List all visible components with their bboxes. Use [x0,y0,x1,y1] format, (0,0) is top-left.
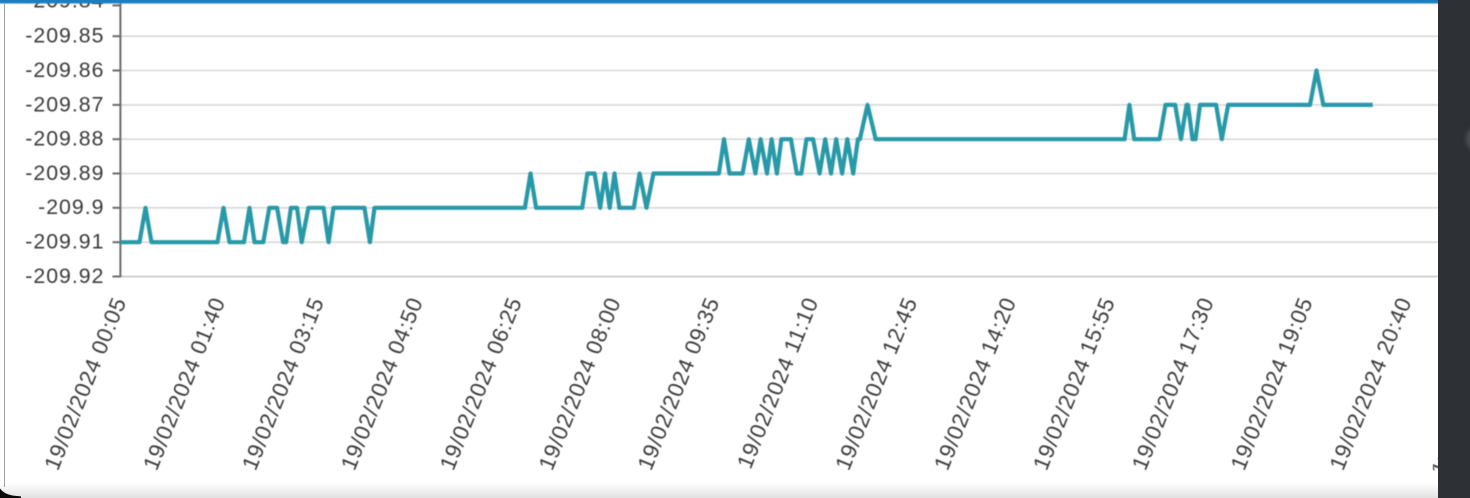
svg-text:19/02/2024 17:30: 19/02/2024 17:30 [1127,294,1219,474]
svg-text:19/02/2024 01:40: 19/02/2024 01:40 [138,294,230,474]
svg-text:-209.91: -209.91 [25,230,104,254]
svg-text:-209.86: -209.86 [25,58,104,82]
svg-text:-209.89: -209.89 [25,161,104,185]
svg-text:-209.88: -209.88 [25,127,104,151]
svg-text:19/02/2024 14:20: 19/02/2024 14:20 [929,294,1021,474]
svg-text:-209.85: -209.85 [25,24,104,48]
svg-text:-209.9: -209.9 [38,195,104,219]
svg-text:-209.87: -209.87 [25,92,104,116]
svg-text:19/02/2024 00:05: 19/02/2024 00:05 [39,294,131,474]
svg-text:19/02/2024 11:10: 19/02/2024 11:10 [732,294,824,473]
svg-text:19/02/2024 12:45: 19/02/2024 12:45 [830,294,922,474]
svg-text:19/02/2024 19:05: 19/02/2024 19:05 [1226,294,1318,474]
svg-text:19/02/2024 20:40: 19/02/2024 20:40 [1324,294,1416,474]
svg-text:19/02/2024 06:25: 19/02/2024 06:25 [435,294,527,474]
svg-text:19/02/2024 09:35: 19/02/2024 09:35 [632,294,724,474]
svg-text:19/02/2024 15:55: 19/02/2024 15:55 [1028,294,1120,474]
svg-text:19/02/2024 03:15: 19/02/2024 03:15 [237,294,329,474]
svg-text:-209.92: -209.92 [25,264,104,288]
svg-text:19/02/2024 08:00: 19/02/2024 08:00 [534,294,626,474]
svg-text:19/02/2024 04:50: 19/02/2024 04:50 [336,294,428,474]
